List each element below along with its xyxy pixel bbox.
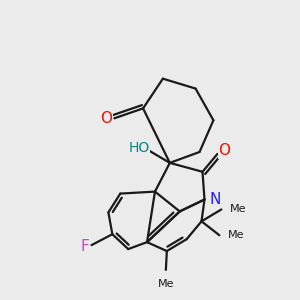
Text: Me: Me	[230, 204, 247, 214]
Text: HO: HO	[128, 141, 150, 155]
Text: O: O	[218, 143, 230, 158]
Text: Me: Me	[228, 230, 245, 240]
Text: O: O	[100, 111, 112, 126]
Text: Me: Me	[158, 279, 174, 289]
Text: F: F	[80, 238, 89, 253]
Text: N: N	[209, 192, 221, 207]
